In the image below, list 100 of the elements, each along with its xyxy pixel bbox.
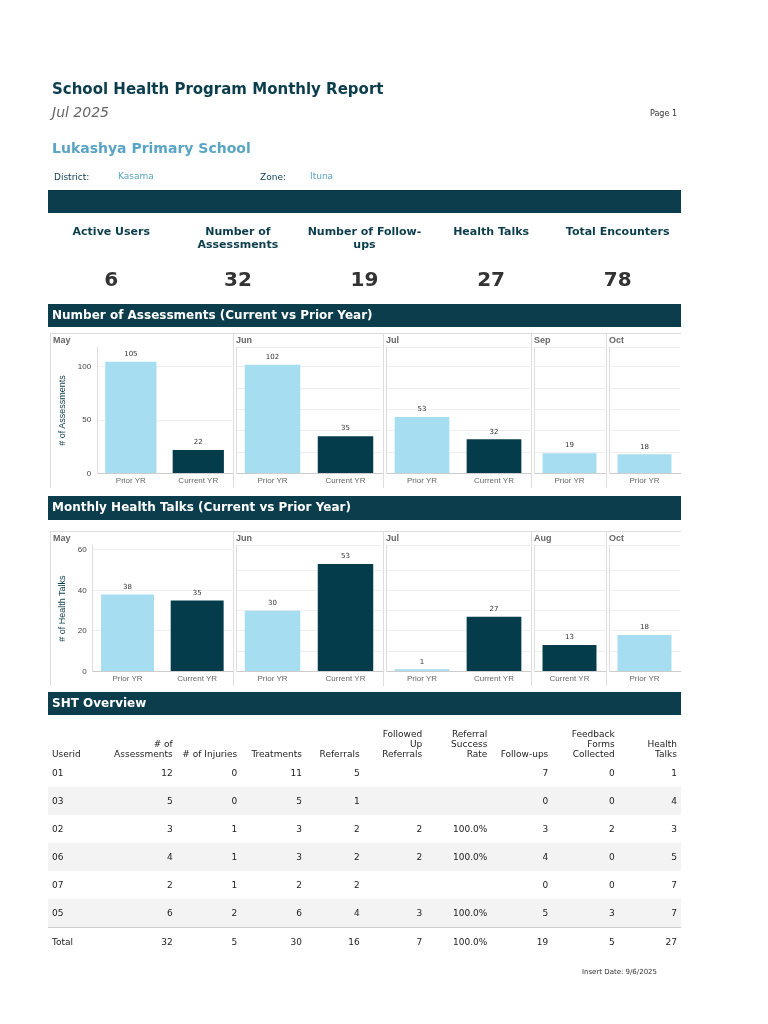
y-tick-label: 0 <box>86 468 92 478</box>
text: Kasama <box>118 171 154 181</box>
data-label: 78 <box>602 267 633 291</box>
x-tick-label: Prior YR <box>257 674 288 684</box>
text: 5 <box>608 937 615 947</box>
text: 7 <box>671 880 677 890</box>
category-label: Follow-ups <box>499 748 550 759</box>
chart-title: Sep <box>534 334 552 345</box>
text: 2 <box>167 880 173 890</box>
x-tick-label: Current YR <box>474 476 515 486</box>
text: Lukashya Primary School <box>52 140 251 156</box>
x-tick-label: Current YR <box>325 476 366 486</box>
text: 0 <box>608 880 615 890</box>
text: 12 <box>161 768 173 778</box>
text: 32 <box>161 937 173 947</box>
chart-title: Jun <box>236 532 253 543</box>
x-tick-label: Prior YR <box>406 674 438 684</box>
data-label: 19 <box>349 267 380 291</box>
text: 1 <box>231 880 238 890</box>
text: 3 <box>542 824 549 834</box>
text: 2 <box>296 880 302 890</box>
data-label: 32 <box>222 267 253 291</box>
text: Page 1 <box>650 109 677 118</box>
y-axis-title: # of Assessments <box>56 374 67 446</box>
category-label: Active Users <box>71 225 151 238</box>
category-label: Feedback Forms Collected <box>570 728 616 759</box>
chart-title: Aug <box>534 532 552 543</box>
text: Monthly Health Talks (Current vs Prior Year) <box>48 496 681 520</box>
text: Userid <box>51 748 82 759</box>
x-tick-label: Prior YR <box>112 674 143 684</box>
text: 1 <box>231 824 238 834</box>
x-tick-label: Current YR <box>474 674 515 684</box>
y-tick-label: 40 <box>77 585 88 595</box>
text: 5 <box>353 768 360 778</box>
x-tick-label: Prior YR <box>406 476 438 486</box>
y-tick-label: 100 <box>77 362 92 372</box>
category-label: 07 <box>52 880 64 890</box>
category-label: Referrals <box>318 748 361 759</box>
category-label: # of Injuries <box>181 748 239 759</box>
text: 100.0% <box>453 937 488 947</box>
text: 2 <box>353 824 360 834</box>
text: Number of Assessments (Current vs Prior Year) <box>48 304 681 327</box>
text: 11 <box>290 768 302 778</box>
text: 0 <box>231 768 238 778</box>
category-label: Number of Follow-ups <box>306 225 423 251</box>
x-tick-label: Prior YR <box>554 476 585 486</box>
chart-title: Jul <box>386 334 400 345</box>
x-tick-label: Prior YR <box>257 476 288 486</box>
text: 3 <box>296 824 302 834</box>
data-label: 6 <box>103 267 120 291</box>
category-label: Health Talks <box>646 738 678 759</box>
text: 30 <box>290 937 302 947</box>
y-tick-label: 0 <box>82 666 88 676</box>
y-tick-label: 50 <box>82 415 92 425</box>
category-label: 02 <box>52 824 64 834</box>
text: 0 <box>608 768 615 778</box>
text: Ituna <box>310 171 334 181</box>
text: 2 <box>416 824 423 834</box>
category-label: Total <box>52 937 74 947</box>
text: 16 <box>348 937 360 947</box>
y-axis-title: # of Health Talks <box>56 574 67 642</box>
y-tick-label: 20 <box>77 626 88 636</box>
chart-title: Jul <box>386 532 400 543</box>
text: SHT Overview <box>48 692 681 715</box>
text: 2 <box>608 824 615 834</box>
category-label: Number of Assessments <box>196 225 280 251</box>
chart-title: May <box>53 532 71 543</box>
x-tick-label: Prior YR <box>629 476 660 486</box>
text: 7 <box>542 768 549 778</box>
text: 2 <box>353 880 360 890</box>
x-tick-label: Current YR <box>325 674 366 684</box>
x-tick-label: Prior YR <box>115 476 147 486</box>
text: 0 <box>542 880 549 890</box>
category-label: 01 <box>52 768 64 778</box>
x-tick-label: Current YR <box>178 476 219 486</box>
category-label: Health Talks <box>452 225 531 238</box>
text: 7 <box>416 937 423 947</box>
text: 5 <box>231 937 238 947</box>
chart-title: Oct <box>609 334 625 345</box>
category-label: Treatments <box>250 748 303 759</box>
category-label: Referral Success Rate <box>450 728 489 759</box>
y-tick-label: 60 <box>77 545 88 555</box>
x-tick-label: Current YR <box>549 674 590 684</box>
category-label: # of Assessments <box>113 738 174 759</box>
text: 3 <box>671 824 677 834</box>
text: 3 <box>167 824 173 834</box>
chart-title: Jun <box>236 334 253 345</box>
text: 19 <box>536 937 549 947</box>
text: 27 <box>665 937 677 947</box>
category-label: Followed Up Referrals <box>381 728 424 759</box>
text: District: <box>54 172 90 182</box>
category-label: Total Encounters <box>564 225 671 238</box>
data-label: 27 <box>476 267 506 291</box>
x-tick-label: Prior YR <box>629 674 660 684</box>
text: 1 <box>671 768 677 778</box>
chart-title: Oct <box>609 532 625 543</box>
x-tick-label: Current YR <box>177 674 218 684</box>
text: School Health Program Monthly Report <box>52 80 384 98</box>
chart-title: May <box>53 334 71 345</box>
text: Zone: <box>260 172 286 182</box>
